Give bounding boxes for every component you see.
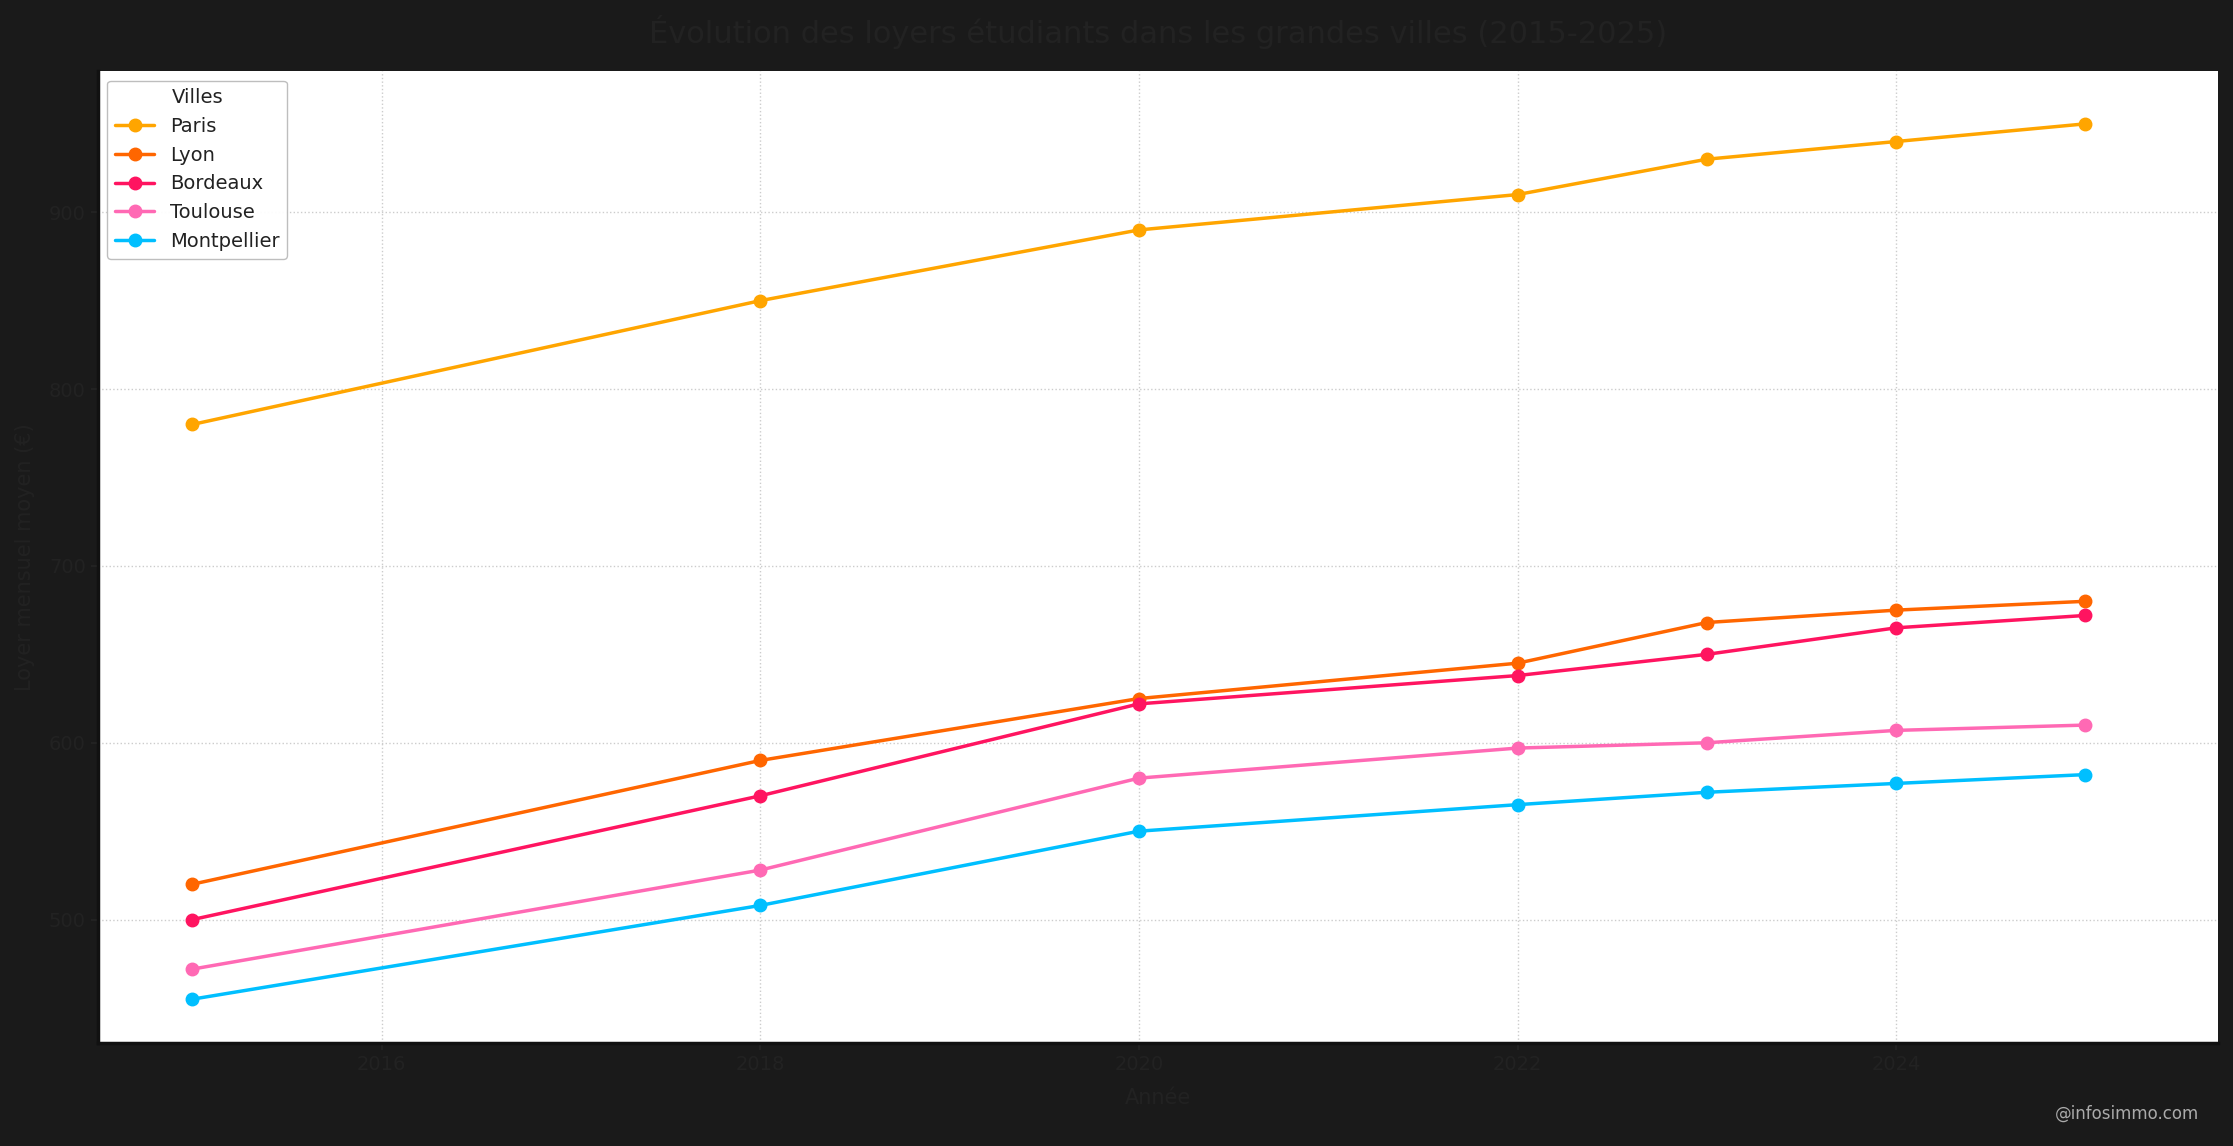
Bordeaux bbox=[1693, 647, 1719, 661]
Y-axis label: Loyer mensuel moyen (€): Loyer mensuel moyen (€) bbox=[16, 423, 36, 691]
Toulouse bbox=[746, 863, 773, 877]
Paris bbox=[1882, 134, 1909, 148]
Line: Toulouse: Toulouse bbox=[185, 719, 2092, 975]
Paris bbox=[2072, 117, 2099, 131]
Line: Montpellier: Montpellier bbox=[185, 768, 2092, 1005]
Toulouse bbox=[1693, 736, 1719, 749]
Lyon bbox=[2072, 595, 2099, 609]
Montpellier bbox=[179, 992, 205, 1006]
Line: Lyon: Lyon bbox=[185, 595, 2092, 890]
Toulouse bbox=[1125, 771, 1152, 785]
Bordeaux bbox=[746, 788, 773, 802]
Toulouse bbox=[1882, 723, 1909, 737]
Line: Bordeaux: Bordeaux bbox=[185, 610, 2092, 926]
Legend: Paris, Lyon, Bordeaux, Toulouse, Montpellier: Paris, Lyon, Bordeaux, Toulouse, Montpel… bbox=[107, 80, 288, 259]
Montpellier bbox=[1125, 824, 1152, 838]
Bordeaux bbox=[2072, 609, 2099, 622]
Lyon bbox=[1505, 657, 1532, 670]
Paris bbox=[746, 293, 773, 307]
Bordeaux bbox=[1505, 668, 1532, 682]
Title: Évolution des loyers étudiants dans les grandes villes (2015-2025): Évolution des loyers étudiants dans les … bbox=[650, 15, 1666, 49]
Paris bbox=[1505, 188, 1532, 202]
Montpellier bbox=[1693, 785, 1719, 799]
X-axis label: Année: Année bbox=[1125, 1088, 1190, 1108]
Bordeaux bbox=[179, 912, 205, 926]
Montpellier bbox=[2072, 768, 2099, 782]
Text: @infosimmo.com: @infosimmo.com bbox=[2054, 1105, 2200, 1123]
Lyon bbox=[1882, 603, 1909, 617]
Bordeaux bbox=[1882, 621, 1909, 635]
Montpellier bbox=[746, 898, 773, 912]
Toulouse bbox=[1505, 741, 1532, 755]
Montpellier bbox=[1505, 798, 1532, 811]
Montpellier bbox=[1882, 777, 1909, 791]
Paris bbox=[1693, 152, 1719, 166]
Bordeaux bbox=[1125, 697, 1152, 711]
Lyon bbox=[1693, 615, 1719, 629]
Lyon bbox=[746, 754, 773, 768]
Line: Paris: Paris bbox=[185, 118, 2092, 431]
Lyon bbox=[179, 878, 205, 892]
Toulouse bbox=[2072, 719, 2099, 732]
Lyon bbox=[1125, 692, 1152, 706]
Paris bbox=[1125, 223, 1152, 237]
Toulouse bbox=[179, 963, 205, 976]
Paris bbox=[179, 417, 205, 431]
